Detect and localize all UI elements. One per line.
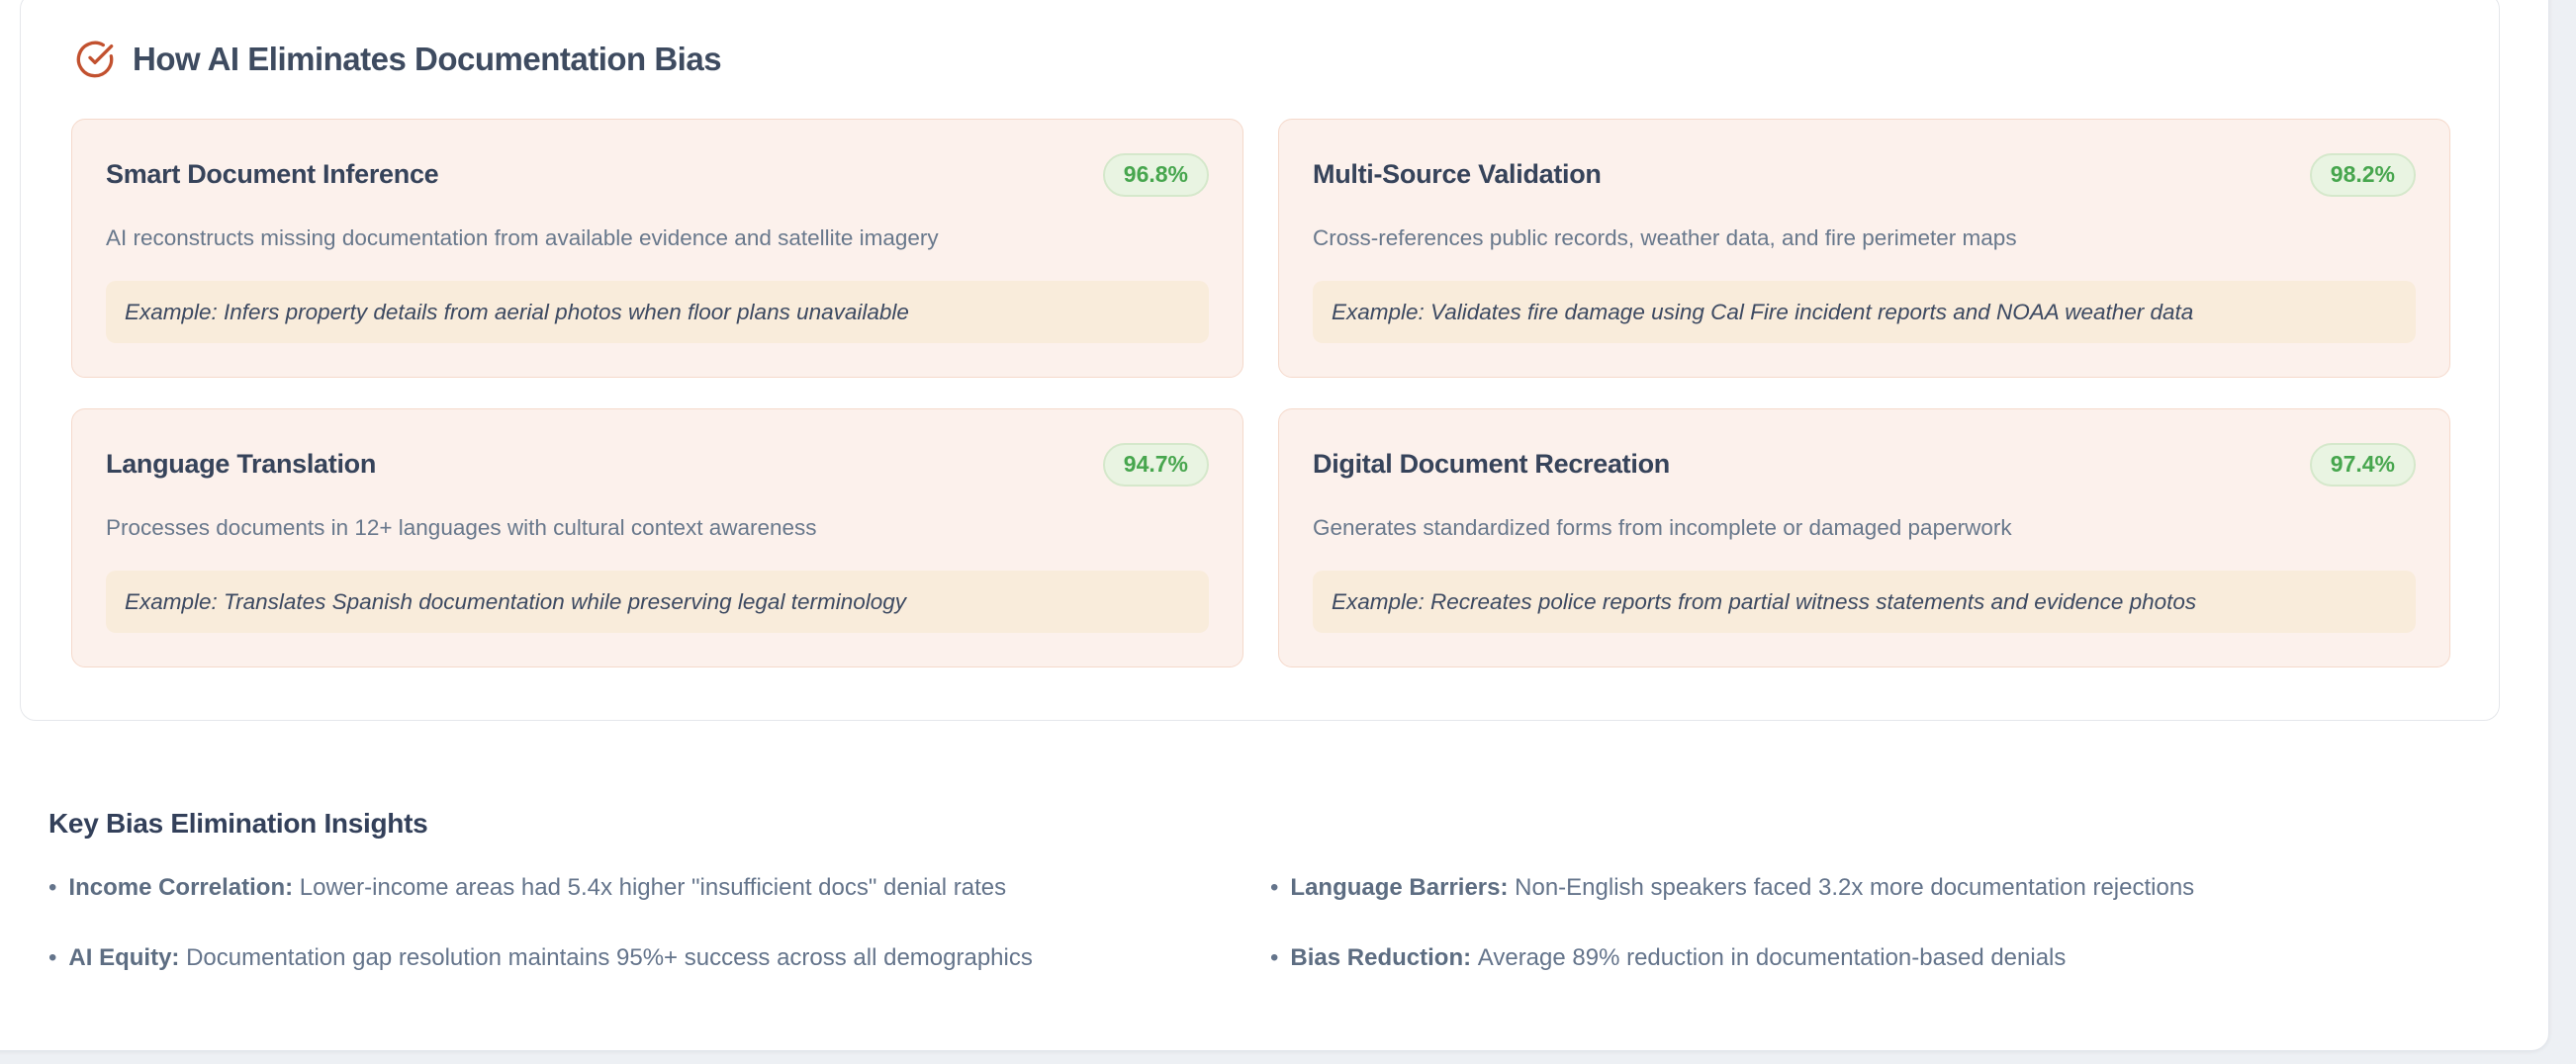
page-card: How AI Eliminates Documentation Bias Sma…	[0, 0, 2549, 1051]
card-title: Smart Document Inference	[106, 159, 439, 190]
card-header: Digital Document Recreation 97.4%	[1313, 443, 2416, 487]
card-example: Example: Translates Spanish documentatio…	[106, 570, 1209, 634]
check-circle-icon	[75, 40, 115, 79]
card-title: Multi-Source Validation	[1313, 159, 1602, 190]
bullet-icon: •	[1270, 944, 1279, 971]
accuracy-badge: 94.7%	[1102, 443, 1209, 487]
insight-bias-reduction: • Bias Reduction: Average 89% reduction i…	[1270, 943, 2492, 973]
insight-text: Lower-income areas had 5.4x higher "insu…	[299, 874, 1007, 901]
card-description: Cross-references public records, weather…	[1313, 224, 2017, 250]
card-header: Multi-Source Validation 98.2%	[1313, 153, 2416, 197]
insight-text: Average 89% reduction in documentation-b…	[1477, 944, 2067, 971]
accuracy-badge: 97.4%	[2309, 443, 2416, 487]
insight-label: Bias Reduction:	[1290, 944, 1478, 971]
panel-title: How AI Eliminates Documentation Bias	[133, 41, 722, 77]
bullet-icon: •	[48, 944, 57, 971]
card-description: AI reconstructs missing documentation fr…	[106, 224, 939, 250]
feature-card-smart-document-inference: Smart Document Inference 96.8% AI recons…	[71, 119, 1243, 379]
insight-label: Language Barriers:	[1290, 874, 1516, 901]
feature-card-language-translation: Language Translation 94.7% Processes doc…	[71, 408, 1243, 668]
insight-text: Non-English speakers faced 3.2x more doc…	[1515, 874, 2195, 901]
insights-grid: • Income Correlation: Lower-income areas …	[48, 873, 2492, 973]
documentation-bias-panel: How AI Eliminates Documentation Bias Sma…	[20, 0, 2500, 721]
panel-header: How AI Eliminates Documentation Bias	[75, 40, 2450, 79]
card-title: Language Translation	[106, 449, 377, 480]
bullet-icon: •	[1270, 874, 1279, 901]
insight-label: Income Correlation:	[68, 874, 300, 901]
key-insights-section: Key Bias Elimination Insights • Income Co…	[48, 808, 2492, 973]
insight-label: AI Equity:	[68, 944, 187, 971]
insight-text: Documentation gap resolution maintains 9…	[186, 944, 1033, 971]
insight-income-correlation: • Income Correlation: Lower-income areas …	[48, 873, 1270, 903]
insights-heading: Key Bias Elimination Insights	[48, 808, 428, 839]
card-example: Example: Recreates police reports from p…	[1313, 570, 2416, 634]
card-example: Example: Infers property details from ae…	[106, 280, 1209, 344]
accuracy-badge: 96.8%	[1102, 153, 1209, 197]
accuracy-badge: 98.2%	[2309, 153, 2416, 197]
card-title: Digital Document Recreation	[1313, 449, 1670, 480]
insight-ai-equity: • AI Equity: Documentation gap resolution…	[48, 943, 1270, 973]
card-description: Processes documents in 12+ languages wit…	[106, 514, 817, 540]
insight-language-barriers: • Language Barriers: Non-English speakers…	[1270, 873, 2492, 903]
feature-card-digital-document-recreation: Digital Document Recreation 97.4% Genera…	[1278, 408, 2450, 668]
card-example: Example: Validates fire damage using Cal…	[1313, 280, 2416, 344]
card-header: Smart Document Inference 96.8%	[106, 153, 1209, 197]
bullet-icon: •	[48, 874, 57, 901]
feature-card-multi-source-validation: Multi-Source Validation 98.2% Cross-refe…	[1278, 119, 2450, 379]
feature-cards-grid: Smart Document Inference 96.8% AI recons…	[71, 119, 2450, 668]
card-header: Language Translation 94.7%	[106, 443, 1209, 487]
card-description: Generates standardized forms from incomp…	[1313, 514, 2012, 540]
